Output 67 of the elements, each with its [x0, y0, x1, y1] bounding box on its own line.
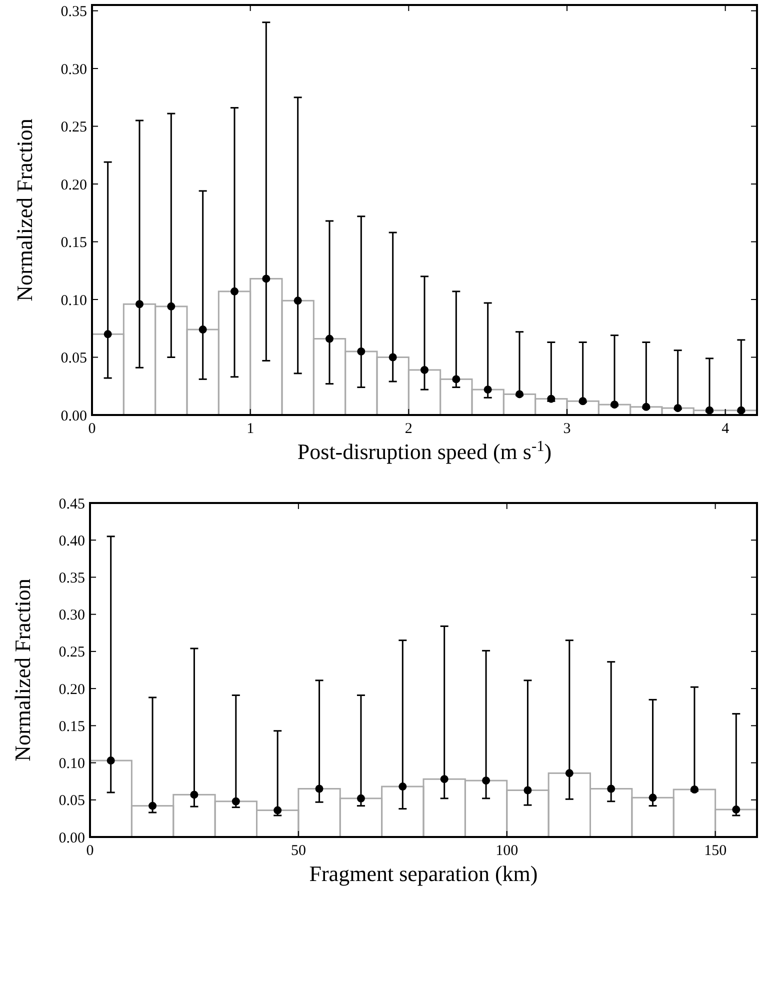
point — [737, 406, 746, 414]
x-tick-label: 3 — [563, 421, 571, 437]
y-tick-label: 0.00 — [60, 408, 87, 424]
y-tick-label: 0.35 — [60, 4, 87, 20]
point — [326, 334, 334, 343]
point — [452, 375, 460, 384]
point — [674, 404, 682, 412]
y-tick-label: 0.05 — [58, 793, 85, 810]
y-tick-label: 0.00 — [58, 830, 85, 846]
point — [274, 806, 282, 814]
point — [690, 786, 698, 794]
point — [136, 300, 144, 308]
point — [565, 769, 574, 778]
x-tick-label: 2 — [404, 421, 412, 437]
point — [547, 394, 556, 403]
point — [398, 782, 407, 791]
y-tick-label: 0.15 — [60, 235, 87, 252]
y-tick-label: 0.25 — [58, 644, 85, 661]
point — [516, 390, 524, 398]
point — [148, 802, 157, 810]
point — [356, 794, 365, 802]
x-tick-label: 0 — [86, 843, 94, 859]
point — [578, 397, 587, 406]
y-tick-label: 0.05 — [60, 350, 87, 367]
point — [294, 296, 302, 305]
point — [648, 794, 657, 802]
point — [232, 797, 240, 806]
point — [106, 756, 115, 765]
x-tick-label: 1 — [246, 421, 254, 437]
y-tick-label: 0.25 — [60, 120, 87, 136]
point — [482, 776, 490, 785]
point — [357, 347, 366, 356]
x-tick-label: 100 — [496, 843, 518, 859]
y-tick-label: 0.10 — [58, 756, 85, 772]
x-tick-label: 0 — [88, 421, 96, 437]
x-tick-label: 150 — [704, 843, 727, 859]
point — [198, 326, 207, 334]
point — [167, 302, 176, 310]
x-tick-label: 50 — [290, 843, 306, 859]
y-tick-label: 0.30 — [58, 608, 85, 624]
y-tick-label: 0.10 — [60, 292, 87, 309]
point — [607, 784, 616, 793]
point — [104, 330, 112, 338]
x-axis-title: Fragment separation (km) — [309, 861, 538, 886]
point — [190, 790, 198, 799]
point — [440, 775, 448, 784]
point — [262, 274, 270, 283]
y-tick-label: 0.20 — [60, 177, 87, 194]
point — [706, 406, 714, 414]
y-tick-label: 0.45 — [58, 496, 85, 512]
x-axis-title: Post-disruption speed (m s$^{-1}$) — [297, 438, 552, 464]
y-axis-title: Normalized Fraction — [12, 118, 37, 302]
point — [420, 366, 428, 374]
y-tick-label: 0.15 — [58, 718, 85, 735]
y-tick-label: 0.35 — [58, 570, 85, 586]
y-tick-label: 0.30 — [60, 62, 87, 78]
point — [484, 386, 492, 394]
point — [230, 287, 238, 296]
y-axis-title: Normalized Fraction — [10, 578, 35, 762]
point — [315, 784, 324, 793]
y-tick-label: 0.20 — [58, 682, 85, 698]
x-tick-label: 4 — [722, 421, 730, 437]
point — [388, 353, 397, 362]
point — [732, 806, 740, 814]
y-tick-label: 0.40 — [58, 533, 85, 550]
point — [524, 786, 532, 794]
point — [642, 402, 650, 411]
